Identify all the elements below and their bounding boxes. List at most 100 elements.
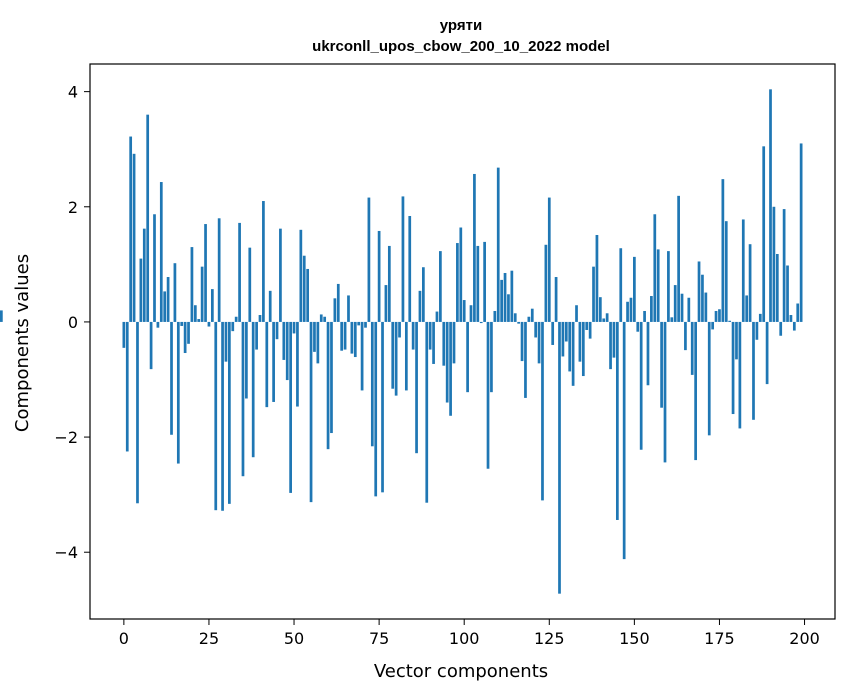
bar-180: [735, 321, 738, 360]
bar-11: [159, 182, 163, 322]
bar-39: [255, 321, 258, 350]
bar-72: [367, 197, 371, 322]
bar-133: [575, 305, 578, 322]
bar-130: [564, 321, 568, 342]
bar-22: [197, 319, 201, 322]
bar-68: [353, 321, 357, 358]
bar-38: [251, 321, 255, 458]
x-tick-label: 175: [704, 629, 735, 648]
bar-52: [299, 229, 303, 322]
bar-110: [496, 167, 500, 322]
bar-86: [415, 321, 418, 454]
bar-126: [551, 321, 555, 345]
bar-189: [765, 321, 769, 385]
bar-140: [598, 297, 602, 322]
bar-150: [633, 256, 636, 322]
bar-48: [285, 321, 289, 381]
bar-27: [214, 321, 218, 511]
bar-17: [180, 321, 184, 326]
bar-98: [456, 243, 459, 322]
bar-108: [490, 321, 493, 393]
bar-151: [636, 321, 640, 332]
bar-40: [258, 315, 262, 322]
bar-83: [404, 321, 408, 391]
bar-50: [292, 321, 296, 334]
bar-128: [558, 321, 561, 594]
bar-90: [428, 321, 432, 350]
bar-8: [149, 321, 153, 370]
bar-152: [639, 321, 643, 450]
bar-169: [697, 261, 701, 322]
bar-147: [622, 321, 626, 560]
bar-82: [401, 196, 405, 322]
bar-187: [758, 313, 762, 322]
bar-176: [721, 179, 725, 322]
bar-92: [435, 311, 439, 322]
bar-59: [323, 316, 327, 322]
bar-75: [377, 230, 381, 322]
x-tick-label: 100: [449, 629, 480, 648]
bar-10: [156, 321, 160, 328]
bar-123: [541, 321, 544, 501]
bar-12: [163, 291, 167, 322]
chart-title: уряти: [440, 17, 482, 34]
bar-135: [581, 321, 585, 377]
y-tick-label: 0: [68, 313, 78, 332]
bar-99: [459, 227, 463, 322]
bar-178: [728, 320, 732, 322]
bar-188: [762, 146, 766, 322]
bar-114: [510, 270, 514, 322]
bar-111: [500, 279, 504, 322]
bar-109: [493, 310, 497, 322]
bar-119: [527, 316, 531, 322]
bar-190: [769, 89, 772, 322]
bar-19: [187, 321, 190, 344]
bar-134: [578, 321, 582, 362]
bar-23: [200, 266, 204, 322]
bar-170: [701, 274, 704, 322]
bar-47: [282, 321, 286, 360]
x-tick-label: 75: [369, 629, 389, 648]
y-tick-label: 2: [68, 198, 78, 217]
bar-37: [248, 247, 252, 322]
bar-53: [302, 255, 306, 322]
bar-195: [786, 265, 789, 322]
bar-184: [748, 244, 752, 322]
bar-36: [245, 321, 248, 399]
bar-20: [190, 247, 194, 322]
bar-161: [670, 317, 674, 322]
bar-13: [166, 277, 170, 322]
bar-34: [238, 222, 241, 322]
bar-197: [792, 321, 796, 331]
y-tick-label: −2: [54, 428, 78, 447]
bar-116: [517, 321, 521, 324]
bar-96: [449, 321, 452, 416]
bar-120: [530, 308, 534, 322]
bar-9: [153, 214, 156, 322]
y-axis-ticks: −4 −2 0 2 4: [54, 83, 90, 562]
bar-106: [483, 241, 486, 322]
bar-131: [568, 321, 572, 372]
bar-153: [643, 310, 646, 322]
bar-163: [677, 195, 680, 322]
bar-193: [779, 321, 783, 336]
bar-78: [387, 245, 391, 322]
bar-56: [313, 321, 316, 352]
bar-155: [650, 296, 653, 322]
bar-143: [609, 321, 612, 370]
bar-66: [347, 295, 350, 322]
bar-71: [364, 321, 367, 328]
bar-162: [673, 285, 677, 322]
bar-undefined: [0, 310, 3, 322]
x-tick-label: 125: [534, 629, 565, 648]
bar-175: [718, 309, 721, 322]
bar-154: [646, 321, 650, 386]
bar-97: [452, 321, 456, 364]
chart-subtitle: ukrconll_upos_cbow_200_10_2022 model: [312, 38, 610, 55]
bar-194: [782, 209, 786, 322]
bar-159: [663, 321, 667, 463]
bar-87: [418, 290, 422, 322]
bar-63: [336, 283, 340, 322]
bar-26: [210, 289, 214, 322]
x-axis-ticks: 0 25 50 75 100 125 150 175 200: [119, 619, 820, 648]
